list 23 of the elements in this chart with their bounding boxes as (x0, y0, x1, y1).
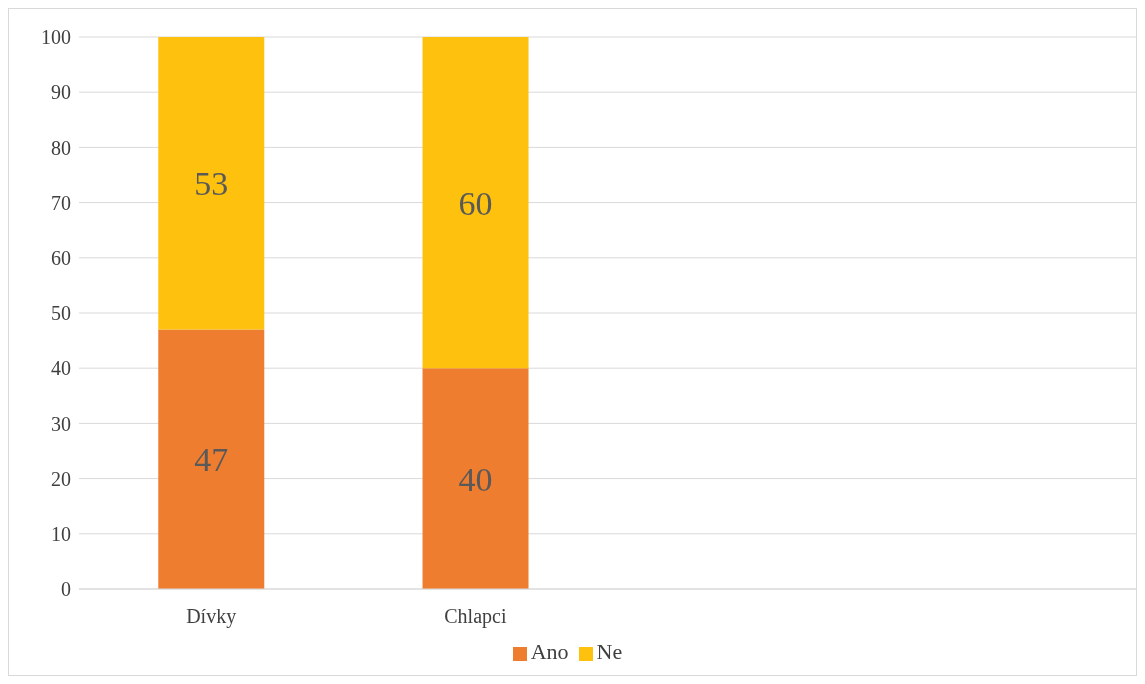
data-label: 47 (194, 441, 229, 479)
legend-label: Ano (530, 639, 569, 664)
legend-label: Ne (596, 639, 623, 664)
bar (158, 37, 265, 330)
bar (422, 368, 529, 589)
y-tick-label: 70 (51, 191, 71, 214)
x-tick-label: Chlapci (444, 605, 507, 629)
y-tick-label: 60 (51, 246, 71, 269)
y-tick-label: 100 (41, 26, 71, 49)
y-tick-label: 80 (51, 136, 71, 159)
data-label: 60 (458, 184, 493, 222)
data-label: 40 (458, 460, 493, 498)
y-tick-label: 50 (51, 302, 71, 325)
y-tick-label: 30 (51, 412, 71, 435)
y-tick-label: 10 (51, 522, 71, 545)
x-tick-label: Dívky (186, 605, 237, 629)
y-tick-label: 90 (51, 81, 71, 104)
y-tick-label: 0 (61, 578, 71, 601)
data-label: 53 (194, 165, 229, 203)
bar (158, 329, 265, 589)
bar (422, 37, 529, 369)
y-tick-label: 40 (51, 357, 71, 380)
y-tick-label: 20 (51, 467, 71, 490)
